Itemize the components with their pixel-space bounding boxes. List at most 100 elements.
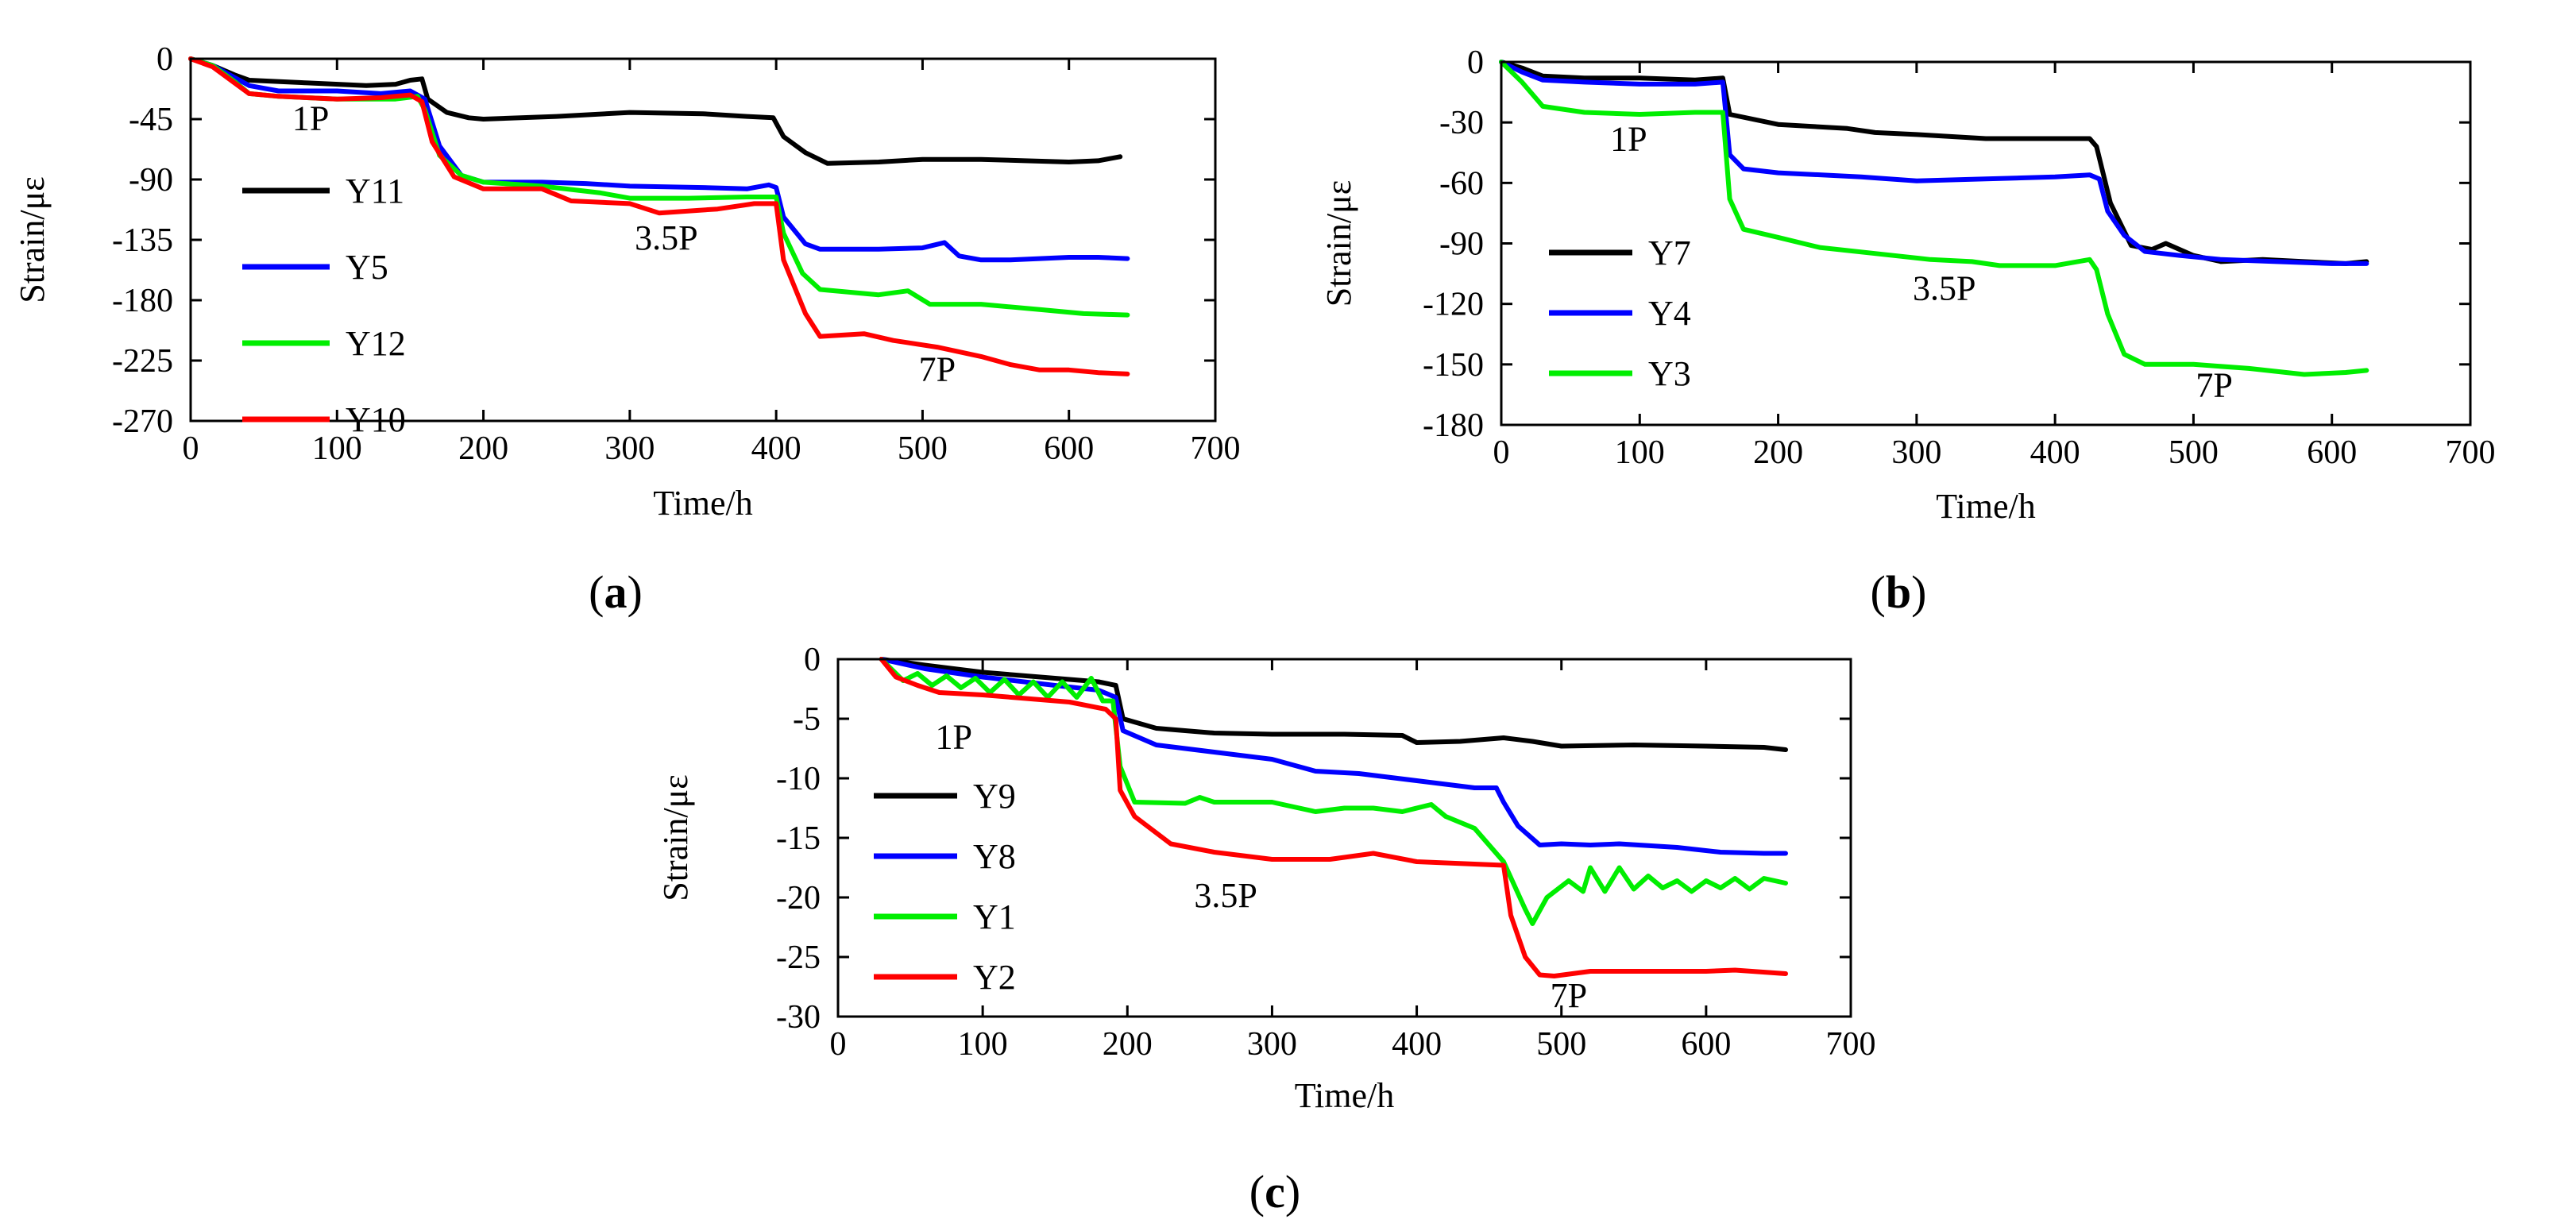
y-tick-label: 0 [156, 41, 173, 78]
y-axis: 0 -5 -10 -15 -20 -25 -30 [776, 642, 1851, 1036]
y-tick-label: -270 [112, 403, 173, 440]
legend: Y7 Y4 Y3 [1549, 233, 1691, 393]
x-tick-label: 200 [1103, 1026, 1153, 1063]
x-axis: 0 100 200 300 400 500 600 700 [830, 659, 1876, 1063]
y-tick-label: -90 [129, 162, 173, 199]
annotation-label: 3.5P [1194, 876, 1257, 915]
panel-label: (b) [1871, 566, 1927, 618]
x-axis-label: Time/h [1936, 487, 2036, 526]
legend-label-y1: Y1 [973, 897, 1016, 936]
x-tick-label: 0 [830, 1026, 847, 1063]
x-tick-label: 600 [1044, 430, 1094, 467]
annotation-label: 7P [2196, 365, 2232, 404]
series-line-y8 [879, 657, 1788, 856]
x-axis-label: Time/h [653, 484, 753, 523]
y-tick-label: -60 [1439, 165, 1484, 202]
x-tick-label: 400 [2030, 434, 2080, 471]
series-group [1499, 60, 2369, 377]
y-tick-label: -10 [776, 761, 821, 797]
y-axis-label: Strain/με [656, 774, 695, 901]
x-tick-label: 500 [1536, 1026, 1586, 1063]
panel-label: (a) [589, 566, 643, 618]
legend-label-y10: Y10 [346, 400, 406, 439]
y-tick-label: -135 [112, 222, 173, 259]
y-tick-label: 0 [804, 642, 821, 678]
legend-label-y7: Y7 [1648, 233, 1691, 272]
x-tick-label: 600 [2307, 434, 2357, 471]
x-tick-label: 0 [183, 430, 199, 467]
y-axis: 0 -45 -90 -135 -180 -225 -270 [112, 41, 1215, 440]
y-tick-label: -180 [112, 283, 173, 319]
y-axis-label: Strain/με [1319, 180, 1358, 307]
legend-label-y5: Y5 [346, 248, 388, 287]
legend: Y11 Y5 Y12 Y10 [242, 172, 406, 439]
chart-panel-a: 0 100 200 300 400 500 600 700 0 -45 -90 -135 -180 -22… [13, 41, 1241, 618]
series-line-y5 [188, 56, 1130, 263]
legend-label-y3: Y3 [1648, 354, 1691, 393]
x-tick-label: 700 [2446, 434, 2496, 471]
legend-label-y4: Y4 [1648, 294, 1691, 333]
series-line-y9 [879, 657, 1788, 752]
series-line-y7 [1499, 60, 2369, 266]
panel-label: (c) [1249, 1166, 1300, 1217]
x-tick-label: 300 [604, 430, 655, 467]
annotation-label: 1P [1610, 120, 1647, 159]
annotation-label: 1P [292, 99, 329, 138]
series-line-y1 [879, 657, 1788, 926]
chart-panel-b: 0 100 200 300 400 500 600 700 0 -30 -60 -90 -120 -150… [1319, 44, 2496, 618]
legend-label-y9: Y9 [973, 777, 1016, 816]
x-tick-label: 200 [458, 430, 508, 467]
y-tick-label: -30 [776, 999, 821, 1036]
annotation-label: 3.5P [635, 218, 697, 257]
y-axis-label: Strain/με [13, 176, 52, 303]
x-tick-label: 500 [898, 430, 948, 467]
y-tick-label: -45 [129, 102, 173, 138]
series-line-y11 [188, 56, 1123, 166]
series-line-y10 [188, 56, 1130, 376]
series-line-y3 [1499, 60, 2369, 377]
y-tick-label: -20 [776, 880, 821, 916]
y-tick-label: -30 [1439, 105, 1484, 141]
legend-label-y2: Y2 [973, 958, 1016, 997]
x-tick-label: 400 [1392, 1026, 1442, 1063]
x-axis: 0 100 200 300 400 500 600 700 [183, 59, 1241, 467]
x-tick-label: 400 [751, 430, 801, 467]
legend-label-y11: Y11 [346, 172, 404, 210]
series-line-y4 [1499, 60, 2369, 266]
x-tick-label: 100 [1615, 434, 1665, 471]
y-tick-label: -120 [1423, 287, 1484, 323]
series-group [188, 56, 1130, 376]
x-tick-label: 0 [1493, 434, 1510, 471]
x-tick-label: 100 [312, 430, 362, 467]
x-tick-label: 600 [1681, 1026, 1731, 1063]
legend-label-y12: Y12 [346, 324, 406, 363]
series-group [879, 657, 1788, 978]
x-tick-label: 300 [1247, 1026, 1297, 1063]
legend-label-y8: Y8 [973, 837, 1016, 876]
x-axis-label: Time/h [1295, 1076, 1395, 1115]
x-tick-label: 700 [1826, 1026, 1876, 1063]
x-axis: 0 100 200 300 400 500 600 700 [1493, 62, 2496, 471]
x-tick-label: 300 [1891, 434, 1941, 471]
annotation-label: 7P [919, 349, 956, 388]
y-tick-label: -5 [793, 701, 821, 738]
y-tick-label: -150 [1423, 347, 1484, 384]
annotation-label: 1P [935, 718, 971, 757]
y-tick-label: -25 [776, 940, 821, 976]
y-tick-label: -90 [1439, 226, 1484, 263]
x-tick-label: 700 [1191, 430, 1241, 467]
y-axis: 0 -30 -60 -90 -120 -150 -180 [1423, 44, 2470, 444]
annotations: 1P 3.5P 7P [292, 99, 956, 389]
y-tick-label: 0 [1467, 44, 1484, 81]
annotations: 1P 3.5P 7P [935, 718, 1587, 1016]
annotation-label: 7P [1551, 976, 1587, 1015]
legend: Y9 Y8 Y1 Y2 [874, 777, 1016, 997]
x-tick-label: 200 [1753, 434, 1803, 471]
y-tick-label: -180 [1423, 407, 1484, 444]
series-line-y2 [879, 657, 1788, 978]
annotations: 1P 3.5P 7P [1610, 120, 2233, 405]
annotation-label: 3.5P [1913, 269, 1975, 308]
x-tick-label: 100 [958, 1026, 1008, 1063]
chart-panel-c: 0 100 200 300 400 500 600 700 0 -5 -10 -15 -20 -25 -30… [656, 642, 1876, 1217]
